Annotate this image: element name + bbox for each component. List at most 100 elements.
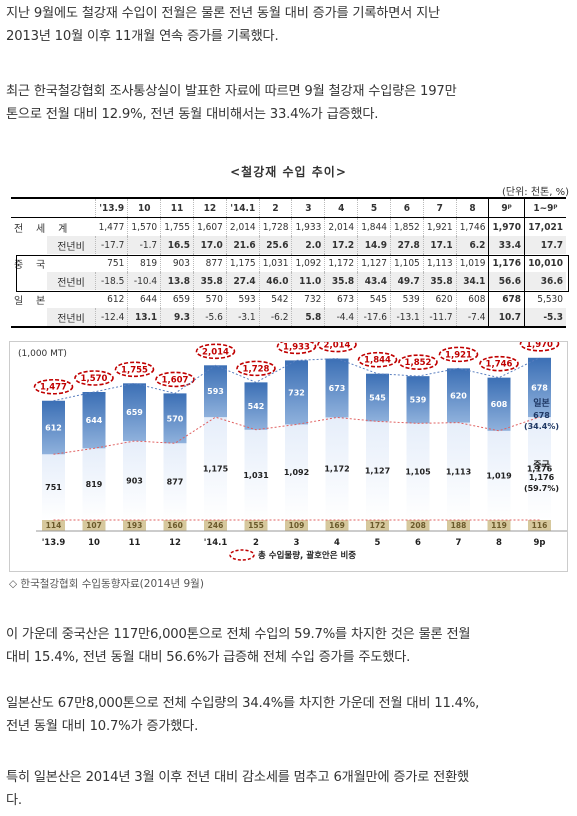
china-value-label: 819 [86, 480, 103, 489]
table-cell: 33.4 [488, 236, 525, 254]
china-value-label: 1,105 [405, 468, 431, 477]
legend-text: 총 수입물량, 괄호안은 비중 [258, 550, 356, 561]
table-cell: -10.4 [127, 272, 161, 290]
row-label-indent [11, 272, 47, 290]
china-trend-line [53, 416, 540, 455]
bar-china [487, 430, 511, 520]
table-cell: 2.0 [291, 236, 325, 254]
table-cell: 1,127 [357, 254, 391, 272]
bar-china [285, 424, 308, 520]
total-value-label: 1,477 [40, 383, 67, 393]
bar-other [285, 520, 308, 531]
paragraph-3: 이 가운데 중국산은 117만6,000톤으로 전체 수입의 59.7%를 차지… [6, 623, 572, 669]
total-ellipse [236, 360, 276, 377]
column-header: 11 [160, 197, 194, 218]
table-cell: -5.6 [192, 308, 227, 328]
row-label: 중 국 [14, 259, 51, 271]
bar-japan [528, 357, 551, 418]
column-header: 5 [357, 197, 391, 218]
china-value-label: 877 [167, 478, 184, 487]
table-cell: 13.8 [160, 272, 194, 290]
bar-china [528, 417, 551, 520]
table-cell: 542 [258, 290, 292, 308]
table-cell: 17.7 [524, 236, 566, 254]
table-cell: 1,113 [422, 254, 457, 272]
bar-japan [123, 383, 146, 441]
table-cell: 46.0 [258, 272, 292, 290]
row-label: 전년비 [47, 308, 96, 328]
table-row: 전 세 계 1,477 1,570 1,755 1,607 2,014 1,728 1,933… [11, 217, 566, 236]
bar-japan [163, 393, 187, 444]
table-cell: 13.1 [127, 308, 161, 328]
column-header: 4 [324, 197, 358, 218]
total-value-label: 1,755 [121, 365, 148, 375]
table-cell: -1.7 [127, 236, 161, 254]
total-ellipse [33, 378, 74, 395]
table-cell: 11.0 [291, 272, 325, 290]
table-cell: -13.1 [389, 308, 424, 328]
table-cell: 56.6 [488, 272, 525, 290]
table-row: 전년비 -17.7 -1.7 16.5 17.0 21.6 25.6 2.0 17.2 14.9 2… [11, 236, 566, 254]
table-cell: 593 [225, 290, 260, 308]
total-trend-line [53, 357, 540, 402]
table-cell: 732 [291, 290, 325, 308]
column-header: 6 [389, 197, 424, 218]
category-tick-label: 2 [253, 538, 259, 548]
table-row: 전년비 -18.5 -10.4 13.8 35.8 27.4 46.0 11.0 35.8 43.… [11, 272, 566, 290]
category-tick-label: 10 [88, 538, 100, 548]
table-cell: -3.1 [225, 308, 260, 328]
total-ellipse [155, 371, 195, 388]
table-cell: 1,105 [389, 254, 424, 272]
table-cell: 16.5 [160, 236, 194, 254]
annotation-japan-share: (34.4%) [524, 422, 559, 431]
column-header: 10 [127, 197, 161, 218]
column-header: 12 [192, 197, 227, 218]
japan-value-label: 620 [450, 391, 467, 400]
japan-value-label: 732 [288, 388, 305, 397]
total-ellipse [357, 351, 398, 368]
table-cell: -6.2 [258, 308, 292, 328]
table-cell: 1,933 [291, 217, 325, 236]
bar-china [82, 448, 106, 520]
category-tick-label: '14.1 [204, 538, 228, 548]
bar-japan [447, 368, 470, 423]
table-unit: (단위: 천톤, %) [501, 187, 569, 198]
bar-china [447, 422, 470, 520]
bar-china [244, 429, 268, 520]
bar-other [406, 520, 430, 531]
other-value-label: 246 [208, 521, 224, 530]
bar-japan [204, 365, 227, 418]
table-cell: 1,176 [488, 254, 525, 272]
total-value-label: 1,852 [405, 358, 432, 368]
japan-value-label: 608 [491, 400, 508, 409]
table-cell: 2,014 [324, 217, 358, 236]
table-cell: -17.7 [94, 236, 128, 254]
total-ellipse [317, 336, 357, 353]
category-tick-label: 9p [534, 538, 546, 548]
table-cell: 34.1 [455, 272, 489, 290]
table-cell: 1,844 [357, 217, 391, 236]
header-blank [11, 197, 47, 218]
table-cell: 539 [389, 290, 424, 308]
bar-other [82, 520, 106, 531]
y-axis-unit-label: (1,000 MT) [18, 349, 67, 359]
table-cell: 1,970 [488, 217, 525, 236]
table-cell: 1,921 [422, 217, 457, 236]
other-value-label: 169 [329, 521, 345, 530]
total-value-label: 2,014 [324, 342, 351, 351]
category-tick-label: 8 [496, 538, 502, 548]
table-cell: 678 [488, 290, 525, 308]
bar-other [528, 520, 551, 531]
china-value-label: 1,127 [365, 467, 390, 476]
china-value-label: 1,176 [527, 465, 553, 474]
paragraph-2: 최근 한국철강협회 조사통상실이 발표한 자료에 따르면 9월 철강재 수입량은… [6, 80, 572, 126]
china-value-label: 1,113 [446, 467, 471, 476]
paragraph-3-line-1: 이 가운데 중국산은 117만6,000톤으로 전체 수입의 59.7%를 차지… [6, 627, 471, 642]
paragraph-5-line-2: 다. [6, 793, 22, 808]
category-tick-label: 5 [375, 538, 381, 548]
table-title: <철강재 수입 추이> [230, 165, 347, 179]
china-value-label: 1,031 [243, 471, 269, 480]
other-value-label: 160 [167, 521, 183, 530]
other-value-label: 172 [370, 521, 386, 530]
japan-value-label: 644 [86, 416, 103, 425]
